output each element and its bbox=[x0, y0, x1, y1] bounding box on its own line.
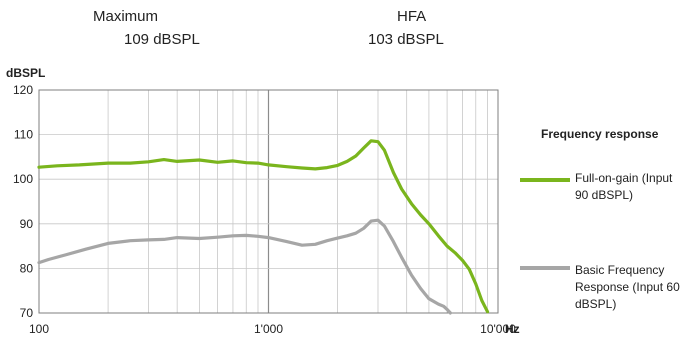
legend-title: Frequency response bbox=[541, 127, 659, 141]
y-tick-label: 100 bbox=[13, 172, 33, 186]
y-tick-label: 110 bbox=[14, 128, 33, 142]
x-tick-label: 10'000 bbox=[480, 322, 516, 336]
x-tick-label: 1'000 bbox=[254, 322, 283, 336]
series-line-full-on-gain bbox=[37, 139, 490, 314]
maximum-heading: Maximum bbox=[93, 8, 159, 25]
legend-label-full-on-gain: Full-on-gain (Input 90 dBSPL) bbox=[575, 171, 673, 202]
x-axis-label: Hz bbox=[505, 322, 520, 336]
y-tick-label: 90 bbox=[20, 217, 34, 231]
y-tick-label: 120 bbox=[13, 83, 33, 97]
x-tick-label: 100 bbox=[29, 322, 49, 336]
y-axis-label: dBSPL bbox=[6, 66, 45, 80]
series-line-basic-frequency-response bbox=[37, 218, 452, 315]
legend-swatch-basic-frequency bbox=[520, 266, 570, 270]
legend-swatch-full-on-gain bbox=[520, 178, 570, 182]
y-tick-label: 80 bbox=[20, 261, 34, 275]
plot-border bbox=[38, 89, 499, 314]
maximum-value: 109 dBSPL bbox=[124, 31, 200, 48]
hfa-heading: HFA bbox=[397, 8, 427, 25]
grid bbox=[39, 90, 498, 313]
series-lines bbox=[37, 139, 490, 315]
y-tick-label: 70 bbox=[20, 306, 34, 320]
legend-label-basic-frequency: Basic Frequency Response (Input 60 dBSPL… bbox=[575, 263, 680, 311]
hfa-value: 103 dBSPL bbox=[368, 31, 444, 48]
tick-labels: 70 80 90 100 110 120 100 1'000 10'000 bbox=[13, 83, 516, 336]
